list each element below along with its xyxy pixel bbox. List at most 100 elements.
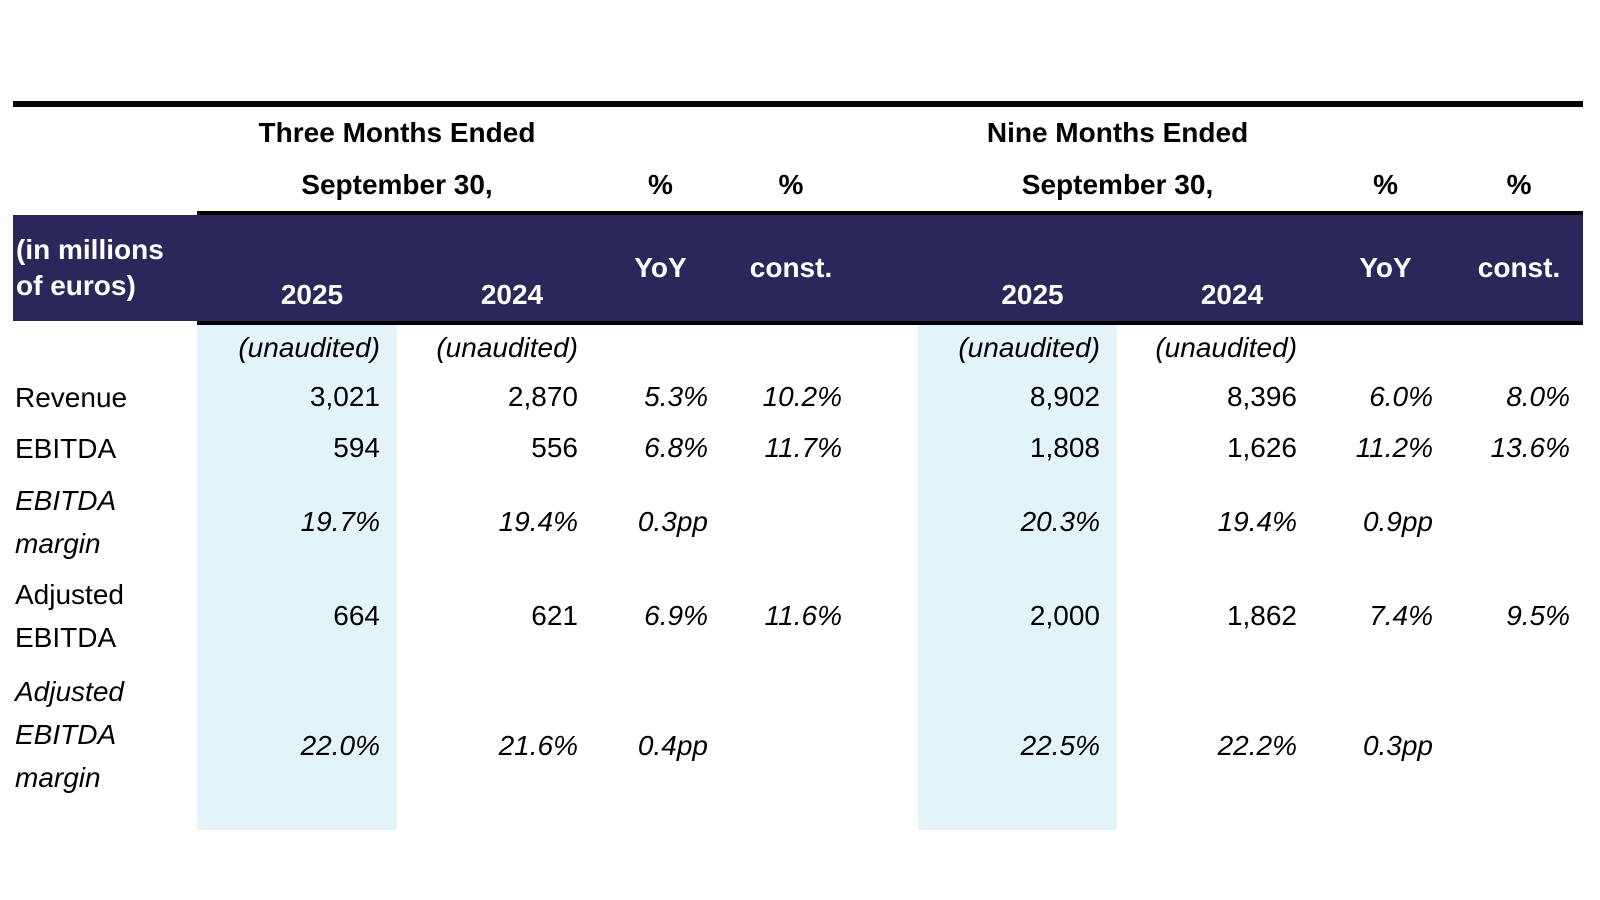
row-label-adjusted-ebitda-margin: Adjusted EBITDA margin [13, 661, 197, 830]
cell-ebitda-margin-three-2024: 19.4% [498, 506, 578, 537]
three-months-date: September 30, [301, 169, 493, 200]
cell-revenue-nine-const: 8.0% [1506, 381, 1571, 412]
label-line: margin [15, 762, 101, 793]
label-line: EBITDA [15, 719, 117, 750]
unaudited-nine-2024: (unaudited) [1155, 332, 1298, 363]
cell-adjusted-ebitda-nine-const: 9.5% [1506, 600, 1571, 631]
spacer-cell [1440, 107, 1583, 159]
cell-adjusted-ebitda-three-yoy: 6.9% [644, 600, 708, 631]
spacer-cell [848, 107, 918, 159]
pct-header-nine-yoy: % [1373, 169, 1398, 200]
label-line: EBITDA [15, 485, 117, 516]
navy-gap-cell [848, 211, 918, 325]
row-label-ebitda: EBITDA [15, 432, 117, 464]
cell-ebitda-margin-three-2025: 19.7% [197, 473, 397, 571]
unaudited-three-2025: (unaudited) [197, 325, 397, 371]
cell-adjusted-ebitda-margin-three-2025: 22.0% [197, 661, 397, 830]
spacer-cell [597, 107, 714, 159]
cell-ebitda-three-const: 11.7% [764, 432, 842, 463]
cell-adjusted-ebitda-three-const: 11.6% [764, 600, 842, 631]
cell-revenue-three-yoy: 5.3% [644, 381, 708, 412]
table-row-ebitda: EBITDA 594 556 6.8% 11.7% 1,808 1,626 11… [13, 423, 1583, 473]
spacer-cell [848, 571, 918, 661]
spacer-cell [848, 159, 918, 211]
spacer-cell [597, 325, 714, 371]
table-row-adjusted-ebitda-margin: Adjusted EBITDA margin 22.0% 21.6% 0.4pp… [13, 661, 1583, 830]
col-header-nine-2024: 2024 [1117, 211, 1318, 325]
table-row-revenue: Revenue 3,021 2,870 5.3% 10.2% 8,902 8,3… [13, 371, 1583, 423]
table-row-ebitda-margin: EBITDA margin 19.7% 19.4% 0.3pp 20.3% 19… [13, 473, 1583, 571]
pct-header-three-const: % [778, 169, 804, 200]
column-header-band: (in millions of euros) 2025 2024 YoY con… [13, 211, 1584, 325]
col-header-nine-const: const. [1440, 211, 1584, 325]
spacer-cell [714, 325, 848, 371]
three-months-title: Three Months Ended [258, 117, 536, 148]
col-header-nine-yoy: YoY [1317, 211, 1441, 325]
cell-adjusted-ebitda-three-2025: 664 [197, 571, 397, 661]
cell-adjusted-ebitda-margin-nine-2024: 22.2% [1217, 729, 1298, 761]
cell-revenue-nine-2025: 8,902 [918, 371, 1117, 423]
col-header-nine-2025: 2025 [918, 211, 1117, 325]
label-line: Adjusted [15, 579, 124, 610]
nine-months-date: September 30, [1021, 169, 1214, 200]
cell-adjusted-ebitda-three-2024: 621 [531, 600, 578, 631]
spacer-cell [13, 325, 197, 371]
cell-adjusted-ebitda-margin-nine-yoy: 0.3pp [1362, 729, 1434, 761]
row-label-revenue: Revenue [15, 381, 128, 413]
financial-results-table: Three Months Ended Nine Months Ended Sep… [13, 101, 1584, 830]
cell-ebitda-three-2025: 594 [197, 423, 397, 473]
cell-ebitda-margin-three-yoy: 0.3pp [637, 506, 708, 537]
cell-ebitda-margin-nine-yoy: 0.9pp [1362, 506, 1434, 537]
row-label-ebitda-margin: EBITDA margin [13, 473, 197, 571]
col-header-three-2024: 2024 [397, 211, 597, 325]
cell-adjusted-ebitda-nine-yoy: 7.4% [1369, 600, 1434, 631]
spacer-cell [13, 107, 197, 159]
spacer-cell [714, 107, 848, 159]
unaudited-nine-2025: (unaudited) [918, 325, 1117, 371]
cell-revenue-three-2025: 3,021 [197, 371, 397, 423]
unit-label: (in millions of euros) [13, 211, 197, 325]
pct-header-nine-const: % [1506, 169, 1532, 200]
col-header-three-2025: 2025 [197, 211, 397, 325]
label-line: Adjusted [15, 676, 124, 707]
table-row-adjusted-ebitda: Adjusted EBITDA 664 621 6.9% 11.6% 2,000… [13, 571, 1583, 661]
pct-header-three-yoy: % [648, 169, 673, 200]
cell-adjusted-ebitda-margin-nine-const [1440, 661, 1583, 830]
spacer-cell [1440, 325, 1583, 371]
cell-ebitda-margin-nine-2025: 20.3% [918, 473, 1117, 571]
cell-revenue-three-const: 10.2% [762, 381, 842, 412]
cell-ebitda-nine-const: 13.6% [1490, 432, 1571, 463]
cell-adjusted-ebitda-margin-three-2024: 21.6% [498, 729, 578, 761]
nine-months-title: Nine Months Ended [986, 117, 1249, 148]
cell-adjusted-ebitda-margin-three-yoy: 0.4pp [637, 729, 708, 761]
unaudited-row: (unaudited) (unaudited) (unaudited) (una… [13, 325, 1583, 371]
label-line: margin [15, 528, 101, 559]
col-header-three-const: const. [714, 211, 848, 325]
cell-ebitda-three-yoy: 6.8% [644, 432, 708, 463]
cell-revenue-nine-2024: 8,396 [1226, 381, 1298, 412]
spacer-cell [848, 371, 918, 423]
spacer-cell [848, 661, 918, 830]
cell-ebitda-margin-nine-const [1440, 473, 1583, 571]
cell-ebitda-nine-yoy: 11.2% [1355, 432, 1434, 463]
spacer-cell [848, 423, 918, 473]
unit-label-line1: (in millions [16, 234, 164, 265]
cell-adjusted-ebitda-margin-three-const [714, 661, 848, 830]
cell-adjusted-ebitda-nine-2024: 1,862 [1226, 600, 1298, 631]
header-row-dates-pct: September 30, % % September 30, % % [13, 159, 1583, 211]
spacer-cell [848, 473, 918, 571]
cell-adjusted-ebitda-nine-2025: 2,000 [918, 571, 1117, 661]
header-row-period-titles: Three Months Ended Nine Months Ended [13, 107, 1583, 159]
label-line: EBITDA [15, 622, 117, 653]
col-header-three-yoy: YoY [597, 211, 714, 325]
unit-label-line2: of euros) [16, 270, 136, 301]
spacer-cell [13, 159, 197, 211]
spacer-cell [1317, 107, 1440, 159]
cell-revenue-three-2024: 2,870 [507, 381, 578, 412]
cell-ebitda-three-2024: 556 [531, 432, 578, 463]
unaudited-three-2024: (unaudited) [436, 332, 578, 363]
cell-revenue-nine-yoy: 6.0% [1369, 381, 1434, 412]
cell-ebitda-nine-2024: 1,626 [1226, 432, 1298, 463]
cell-ebitda-margin-nine-2024: 19.4% [1217, 506, 1298, 537]
